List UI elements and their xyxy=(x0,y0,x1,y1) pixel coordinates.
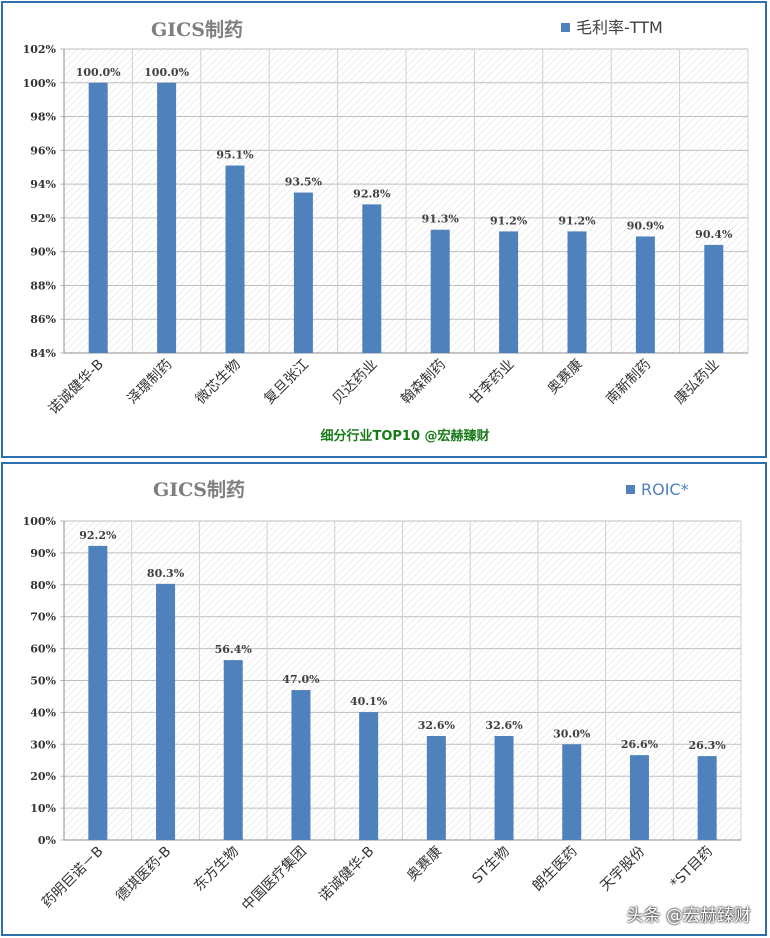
watermark-text: 头条 @宏赫臻财 xyxy=(626,906,751,926)
bar xyxy=(88,82,108,354)
x-tick-label: 贝达药业 xyxy=(330,357,381,408)
y-tick-label: 92% xyxy=(30,212,56,225)
data-label: 26.3% xyxy=(689,739,727,752)
gross-margin-chart-panel: 84% 86% 88% 90% 92% 94% 96% 98% 100% 102% 100.0% 诺诚… xyxy=(1,1,767,458)
y-tick-label: 102% xyxy=(23,43,57,56)
y-tick-label: 96% xyxy=(30,144,56,157)
roic-chart: 0% 10% 20% 30% 40% 50% 60% 70% 80% 90% 100% 92.2% 药明… xyxy=(23,478,742,914)
x-tick-label: 复旦张江 xyxy=(261,356,313,408)
x-tick-label: 诺诚健华-B xyxy=(46,357,107,418)
data-label: 30.0% xyxy=(553,727,591,740)
data-label: 80.3% xyxy=(147,567,185,580)
bar xyxy=(88,545,108,840)
y-tick-label: 88% xyxy=(30,279,56,292)
bar xyxy=(157,82,177,354)
x-tick-label: 南新制药 xyxy=(603,357,654,408)
data-label: 92.2% xyxy=(79,529,117,542)
data-label: 91.2% xyxy=(558,214,596,227)
x-tick-label: 东方生物 xyxy=(191,844,242,895)
bar xyxy=(567,231,587,353)
chart-title: GICS制药 xyxy=(151,18,243,41)
legend-swatch xyxy=(561,23,570,32)
y-tick-label: 86% xyxy=(30,313,56,326)
bar xyxy=(291,690,311,840)
y-tick-label: 94% xyxy=(30,178,56,191)
bar xyxy=(156,583,176,840)
x-tick-label: 德琪医药-B xyxy=(113,844,174,905)
data-label: 32.6% xyxy=(418,719,456,732)
data-label: 93.5% xyxy=(285,176,323,189)
y-tick-label: 20% xyxy=(30,770,56,783)
bar xyxy=(362,204,382,353)
gross-margin-chart: 84% 86% 88% 90% 92% 94% 96% 98% 100% 102% 100.0% 诺诚… xyxy=(23,18,749,444)
x-tick-label: 朗生医药 xyxy=(530,844,581,895)
x-tick-label: 奥赛康 xyxy=(403,843,445,885)
x-tick-label: 泽璟制药 xyxy=(125,357,176,408)
y-tick-label: 100% xyxy=(23,515,57,528)
x-tick-label: 翰森制药 xyxy=(398,357,449,408)
y-tick-label: 10% xyxy=(30,802,56,815)
x-tick-label: 微芯生物 xyxy=(193,357,244,408)
data-label: 56.4% xyxy=(215,643,253,656)
data-label: 95.1% xyxy=(216,149,254,162)
data-label: 40.1% xyxy=(350,695,388,708)
y-tick-label: 84% xyxy=(30,347,56,360)
data-label: 91.2% xyxy=(490,214,528,227)
y-tick-label: 50% xyxy=(30,675,56,688)
bar xyxy=(499,231,519,353)
bar xyxy=(225,165,245,353)
bar xyxy=(704,244,724,353)
x-tick-label: 诺诚健华-B xyxy=(316,844,377,905)
x-tick-label: 甘李药业 xyxy=(467,357,518,408)
data-label: 100.0% xyxy=(76,66,121,79)
x-tick-label: 康弘药业 xyxy=(671,356,723,408)
bar xyxy=(359,712,379,840)
chart-title: GICS制药 xyxy=(153,478,245,501)
data-label: 90.4% xyxy=(695,228,733,241)
legend-swatch xyxy=(626,485,635,494)
bar xyxy=(635,236,655,353)
bar xyxy=(293,192,313,353)
y-tick-label: 70% xyxy=(30,611,56,624)
bar xyxy=(430,229,450,353)
y-tick-label: 60% xyxy=(30,643,56,656)
legend-label: ROIC* xyxy=(641,480,689,499)
x-tick-label: 药明巨诺－B xyxy=(39,844,107,912)
y-tick-label: 80% xyxy=(30,579,56,592)
x-tick-label: 天宇股份 xyxy=(597,844,648,895)
chart-note: 细分行业TOP10 @宏赫臻财 xyxy=(320,428,489,444)
y-tick-label: 90% xyxy=(30,246,56,259)
data-label: 26.6% xyxy=(621,738,659,751)
data-label: 92.8% xyxy=(353,187,391,200)
y-tick-label: 100% xyxy=(23,77,57,90)
data-label: 100.0% xyxy=(144,66,189,79)
y-tick-label: 90% xyxy=(30,547,56,560)
data-label: 90.9% xyxy=(627,219,665,232)
bar xyxy=(223,660,243,840)
y-tick-label: 98% xyxy=(30,111,56,124)
bar xyxy=(562,744,582,840)
x-tick-label: ST生物 xyxy=(469,844,512,887)
data-label: 32.6% xyxy=(485,719,523,732)
x-tick-label: 中国医疗集团 xyxy=(238,843,309,914)
y-tick-label: 0% xyxy=(38,834,57,847)
y-tick-label: 40% xyxy=(30,706,56,719)
bar xyxy=(629,755,649,840)
y-tick-label: 30% xyxy=(30,738,56,751)
bar xyxy=(697,756,717,840)
legend-label: 毛利率-TTM xyxy=(576,18,663,37)
bar xyxy=(426,736,446,840)
data-label: 91.3% xyxy=(422,213,460,226)
x-tick-label: *ST目药 xyxy=(668,844,716,892)
data-label: 47.0% xyxy=(282,673,320,686)
x-tick-label: 奥赛康 xyxy=(544,356,586,398)
bar xyxy=(494,736,514,840)
roic-chart-panel: 0% 10% 20% 30% 40% 50% 60% 70% 80% 90% 100% 92.2% 药明… xyxy=(1,462,767,936)
